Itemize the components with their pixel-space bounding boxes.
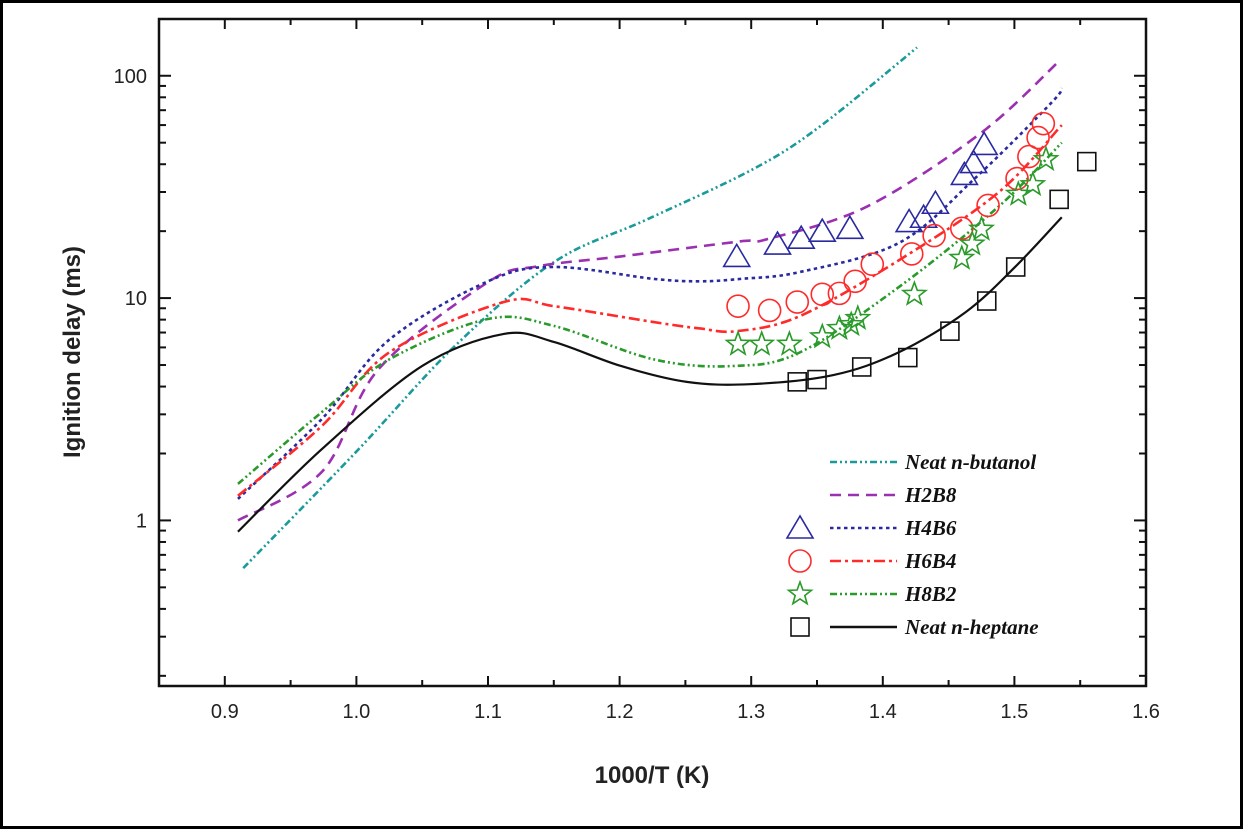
series-line-h2b8 (237, 58, 1062, 522)
series-markers (722, 111, 1097, 392)
data-point-h6b4 (1031, 111, 1056, 136)
data-point-h8b2 (724, 329, 752, 356)
data-point-h4b6 (786, 224, 816, 249)
data-point-h4b6 (909, 203, 938, 229)
data-point-h6b4 (827, 281, 852, 306)
data-point-h4b6 (921, 189, 950, 215)
data-point-h8b2 (837, 310, 865, 337)
data-point-h6b4 (899, 242, 924, 266)
data-point-h4b6 (959, 148, 989, 174)
data-point-h4b6 (894, 207, 924, 233)
x-tick-label: 1.4 (869, 701, 897, 723)
series-line-h4b6 (237, 87, 1063, 500)
data-point-neat-n-heptane (851, 357, 872, 377)
data-point-h6b4 (726, 294, 750, 318)
data-point-neat-n-heptane (1049, 189, 1069, 210)
data-point-h6b4 (922, 223, 946, 248)
data-point-h8b2 (844, 304, 872, 330)
data-point-neat-n-heptane (1076, 151, 1097, 172)
data-point-h6b4 (860, 252, 885, 277)
legend-marker-h6b4 (788, 549, 812, 573)
y-tick-label: 100 (114, 66, 147, 88)
y-tick-label: 10 (125, 288, 147, 310)
data-point-h4b6 (763, 230, 792, 255)
data-point-h6b4 (757, 298, 782, 323)
data-point-h6b4 (1017, 144, 1041, 169)
data-point-h6b4 (810, 282, 835, 307)
legend-label-h6b4: H6B4 (904, 549, 956, 573)
data-point-h4b6 (949, 160, 979, 186)
data-point-h8b2 (958, 229, 986, 256)
x-tick-label: 1.5 (1000, 701, 1028, 723)
data-point-h8b2 (808, 322, 836, 349)
series-lines (237, 46, 1063, 570)
series-line-neat-n-butanol (242, 46, 918, 570)
x-tick-label: 0.9 (211, 701, 239, 723)
data-point-h6b4 (1026, 125, 1050, 150)
data-point-neat-n-heptane (940, 321, 960, 341)
data-point-h6b4 (976, 193, 1000, 218)
data-point-neat-n-heptane (1005, 257, 1026, 277)
series-line-h6b4 (237, 124, 1063, 497)
data-point-h4b6 (835, 214, 865, 240)
legend-label-h4b6: H4B6 (904, 516, 957, 540)
data-point-neat-n-heptane (787, 372, 808, 392)
legend-marker-neat-n-heptane (790, 617, 810, 637)
data-point-h8b2 (748, 329, 776, 356)
data-point-neat-n-heptane (807, 369, 827, 390)
data-point-neat-n-heptane (898, 347, 918, 368)
axis-ticks: 0.9 1.0 1.1 1.2 1.3 1.4 1.5 1.6 1 10 100 (114, 19, 1160, 723)
legend-marker-h8b2 (786, 579, 814, 606)
data-point-h8b2 (1032, 145, 1060, 172)
data-point-h8b2 (967, 214, 996, 241)
data-point-h6b4 (1005, 166, 1029, 191)
data-point-h8b2 (900, 279, 929, 306)
data-point-h8b2 (825, 314, 854, 341)
plot-area-border (157, 17, 1148, 688)
x-tick-label: 1.3 (737, 701, 765, 723)
legend-label-h2b8: H2B8 (904, 483, 957, 507)
series-line-h8b2 (237, 141, 1063, 485)
data-point-h6b4 (785, 290, 810, 314)
x-tick-label: 1.2 (606, 701, 634, 723)
x-axis-title: 1000/T (K) (595, 762, 710, 789)
data-point-h8b2 (948, 243, 976, 270)
x-tick-label: 1.0 (342, 701, 370, 723)
series-line-neat-n-heptane (237, 216, 1063, 533)
data-point-h4b6 (722, 242, 752, 268)
data-point-h6b4 (843, 269, 867, 294)
y-axis-title: Ignition delay (ms) (59, 246, 86, 458)
legend-marker-h4b6 (785, 514, 815, 539)
x-tick-label: 1.6 (1132, 701, 1160, 723)
data-point-h8b2 (775, 329, 804, 356)
data-point-h8b2 (1019, 170, 1047, 197)
data-point-neat-n-heptane (976, 291, 997, 311)
legend-label-neat-n-heptane: Neat n-heptane (904, 615, 1039, 639)
legend-label-neat-n-butanol: Neat n-butanol (904, 450, 1036, 474)
y-tick-label: 1 (136, 510, 147, 532)
data-point-h4b6 (969, 130, 999, 156)
data-point-h4b6 (807, 217, 837, 242)
legend-label-h8b2: H8B2 (904, 582, 957, 606)
x-tick-label: 1.1 (474, 701, 502, 723)
legend: Neat n-butanol H2B8 H4B6 H6B4 H8B2 Neat n-hep… (785, 450, 1039, 639)
